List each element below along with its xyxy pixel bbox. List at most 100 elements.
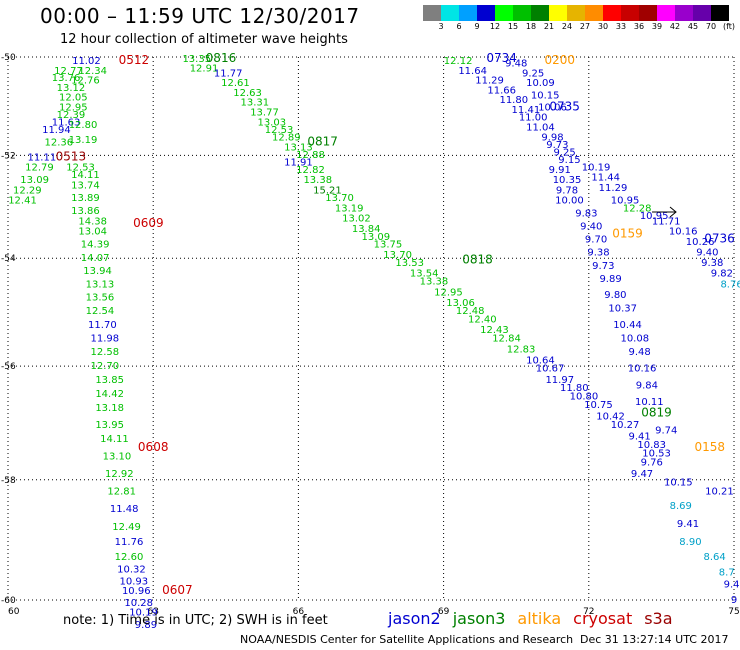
color-scale-label: 42 xyxy=(669,22,681,31)
swh-value: 13.03 xyxy=(257,117,286,128)
color-swatch xyxy=(423,5,441,21)
legend-s3a: s3a xyxy=(644,609,673,628)
map-title: 00:00 – 11:59 UTC 12/30/2017 xyxy=(40,4,360,28)
swh-value: 12.49 xyxy=(112,522,141,533)
swh-values: 11.0212.7712.3413.7612.7613.1212.0512.95… xyxy=(8,54,740,631)
swh-value: 12.28 xyxy=(623,203,652,214)
color-scale-label: 33 xyxy=(615,22,627,31)
swh-value: 10.15 xyxy=(664,478,693,489)
swh-value: 9.25 xyxy=(522,68,544,79)
swh-value: 11.97 xyxy=(545,375,574,386)
swh-value: 9.73 xyxy=(592,261,614,272)
swh-value: 9.84 xyxy=(636,380,658,391)
color-swatch xyxy=(585,5,603,21)
pass-time-label: 0200 xyxy=(544,53,575,67)
swh-value: 8.64 xyxy=(704,552,726,563)
swh-value: 8.7 xyxy=(719,567,735,578)
x-tick-label: 72 xyxy=(583,607,594,617)
color-scale-label: 21 xyxy=(543,22,555,31)
swh-value: 12.81 xyxy=(107,486,136,497)
x-tick-label: 63 xyxy=(147,607,158,617)
swh-value: 12.36 xyxy=(44,137,73,148)
swh-value: 12.95 xyxy=(59,103,88,114)
x-tick-label: 69 xyxy=(438,607,450,617)
swh-value: 9.74 xyxy=(655,426,677,437)
pass-time-label: 0512 xyxy=(119,53,150,67)
swh-value: 13.53 xyxy=(395,258,424,269)
swh-value: 8.76 xyxy=(720,279,740,290)
swh-value: 13.02 xyxy=(342,214,371,225)
swh-value: 11.11 xyxy=(28,152,57,163)
swh-value: 11.80 xyxy=(499,95,528,106)
swh-value: 12.80 xyxy=(69,120,98,131)
units-note: note: 1) Time is in UTC; 2) SWH is in fe… xyxy=(63,613,328,628)
swh-value: 14.39 xyxy=(81,240,110,251)
legend-cryosat: cryosat xyxy=(573,609,633,628)
x-tick-label: 75 xyxy=(728,607,739,617)
swh-value: 10.19 xyxy=(129,608,158,619)
legend-jason2: jason2 xyxy=(388,609,441,628)
swh-value: 9.48 xyxy=(628,347,650,358)
swh-value: 12.12 xyxy=(444,56,473,67)
swh-value: 13.75 xyxy=(374,240,403,251)
swh-value: 11.71 xyxy=(652,216,681,227)
swh-value: 13.19 xyxy=(69,135,98,146)
swh-value: 9.38 xyxy=(587,248,609,259)
y-tick-label: -52 xyxy=(1,151,16,161)
swh-value: 9.89 xyxy=(599,274,621,285)
color-swatch xyxy=(513,5,531,21)
swh-value: 13.89 xyxy=(71,193,100,204)
swh-value: 10.28 xyxy=(124,598,153,609)
swh-value: 10.06 xyxy=(538,103,567,114)
swh-value: 9.40 xyxy=(580,221,602,232)
swh-value: 13.54 xyxy=(410,269,439,280)
swh-value: 9.70 xyxy=(585,234,607,245)
pass-time-label: 0608 xyxy=(138,440,169,454)
swh-value: 10.37 xyxy=(608,304,637,315)
color-swatch xyxy=(657,5,675,21)
swh-value: 12.82 xyxy=(296,165,325,176)
swh-value: 12.39 xyxy=(57,110,86,121)
axis-ticks: 60 63 66 69 72 75 -50 -52 -54 -56 -58 -60 xyxy=(1,53,740,617)
swh-value: 14.07 xyxy=(81,253,110,264)
x-tick-label: 60 xyxy=(8,607,20,617)
color-scale-label: 3 xyxy=(438,22,444,31)
color-scale-label: 39 xyxy=(651,22,663,31)
swh-value: 10.67 xyxy=(536,364,565,375)
swh-value: 13.13 xyxy=(284,142,313,153)
swh-value: 10.64 xyxy=(526,355,555,366)
swh-value: 11.48 xyxy=(110,504,139,515)
swh-value: 13.95 xyxy=(95,420,124,431)
color-scale-label: 30 xyxy=(597,22,609,31)
color-swatch xyxy=(531,5,549,21)
swh-value: 9 xyxy=(731,595,737,606)
swh-value: 9.80 xyxy=(604,290,626,301)
swh-value: 9.41 xyxy=(628,431,650,442)
swh-value: 12.58 xyxy=(90,347,119,358)
swh-value: 12.77 xyxy=(54,66,83,77)
swh-value: 12.63 xyxy=(233,88,262,99)
map-grid xyxy=(7,56,735,601)
swh-value: 11.41 xyxy=(512,105,541,116)
swh-value: 13.84 xyxy=(352,224,381,235)
color-scale-label: 6 xyxy=(456,22,462,31)
swh-value: 12.92 xyxy=(105,469,134,480)
swh-value: 12.60 xyxy=(115,552,144,563)
swh-value: 12.34 xyxy=(78,66,107,77)
color-swatch xyxy=(675,5,693,21)
swh-value: 9.83 xyxy=(575,208,597,219)
swh-value: 13.35 xyxy=(182,54,211,65)
swh-value: 10.35 xyxy=(553,175,582,186)
color-scale-label: 70 xyxy=(705,22,717,31)
swh-value: 12.76 xyxy=(71,76,100,87)
swh-value: 10.08 xyxy=(620,333,649,344)
swh-value: 9.76 xyxy=(641,457,663,468)
swh-value: 15.21 xyxy=(313,185,342,196)
legend-jason3: jason3 xyxy=(452,609,506,628)
swh-value: 11.76 xyxy=(115,537,144,548)
swh-value: 14.42 xyxy=(95,389,124,400)
swh-value: 11.91 xyxy=(284,157,313,168)
color-scale-label: 12 xyxy=(489,22,501,31)
swh-value: 10.44 xyxy=(613,320,642,331)
